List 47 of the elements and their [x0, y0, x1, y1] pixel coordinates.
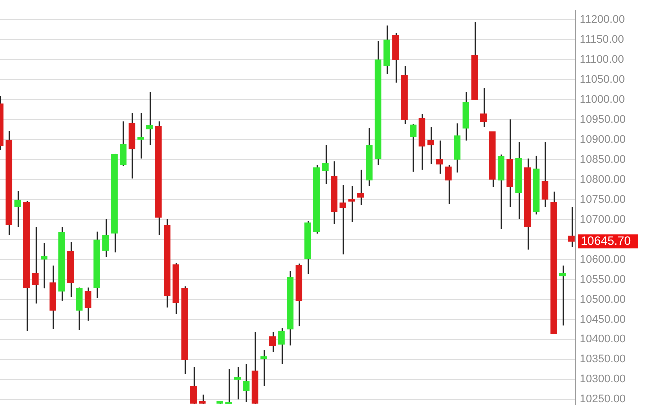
candlestick — [410, 124, 417, 173]
candlestick — [234, 366, 241, 400]
candlestick — [146, 91, 154, 146]
y-tick-label: 11050.00 — [580, 74, 626, 86]
candlestick — [445, 164, 452, 205]
candlestick — [260, 349, 268, 388]
candlestick — [269, 332, 276, 353]
candlestick — [138, 112, 144, 160]
y-tick-label: 10800.00 — [580, 174, 626, 186]
candlestick — [190, 366, 198, 404]
y-tick-label: 10600.00 — [580, 254, 626, 266]
y-tick-label: 11000.00 — [580, 94, 626, 106]
candlestick — [568, 206, 575, 248]
y-tick-label: 10900.00 — [580, 134, 626, 146]
candlestick — [84, 287, 92, 322]
y-tick-label: 10950.00 — [580, 114, 626, 126]
y-tick-label: 10700.00 — [580, 214, 626, 226]
candlestick — [14, 190, 22, 228]
y-tick-label: 10400.00 — [580, 334, 626, 346]
y-tick-label: 10350.00 — [580, 354, 626, 366]
candlestick — [542, 142, 549, 208]
y-tick-label: 10500.00 — [580, 294, 626, 306]
candlestick — [41, 242, 48, 290]
candlestick — [480, 88, 488, 128]
candlestick — [340, 184, 346, 256]
candlestick — [348, 186, 356, 223]
y-tick-label: 10750.00 — [580, 194, 626, 206]
y-tick-label: 10250.00 — [580, 394, 626, 406]
y-tick-label: 10850.00 — [580, 154, 626, 166]
candlestick — [278, 328, 285, 366]
candlestick — [436, 140, 444, 175]
y-tick-label: 10550.00 — [580, 274, 626, 286]
y-tick-label: 11150.00 — [580, 34, 624, 46]
candlestick — [76, 287, 83, 332]
candlestick — [120, 121, 127, 167]
y-tick-label: 10300.00 — [580, 374, 626, 386]
candlestick — [32, 226, 39, 304]
text: 10645.70 — [581, 234, 632, 248]
candlestick — [322, 144, 329, 185]
y-tick-label: 11100.00 — [580, 54, 624, 66]
y-tick-label: 10450.00 — [580, 314, 626, 326]
candlestick — [559, 265, 566, 326]
candlestick — [428, 126, 434, 165]
candlestick — [102, 218, 110, 258]
candlestick — [357, 169, 364, 206]
y-tick-label: 11200.00 — [580, 14, 626, 26]
candlestick — [243, 364, 250, 404]
